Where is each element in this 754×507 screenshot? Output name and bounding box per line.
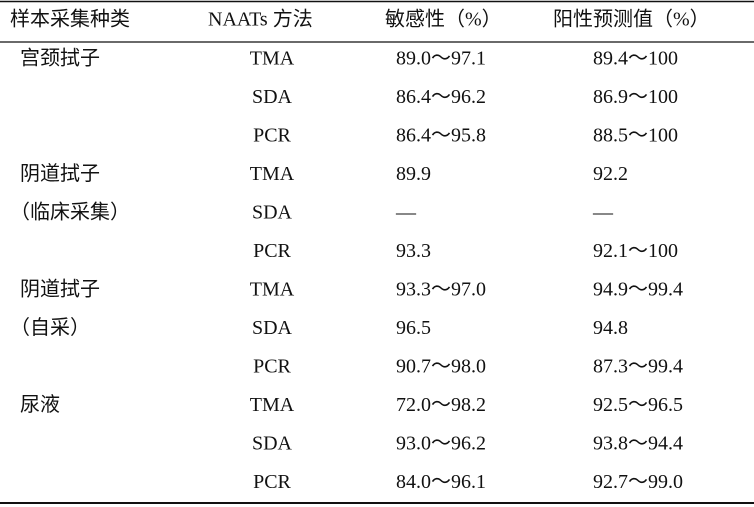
ppv-cell: 92.1～100 [593,240,678,262]
specimen-label: 阴道拭子 [20,278,100,301]
specimen-label: （自采） [10,316,90,339]
ppv-cell: 94.9～99.4 [593,279,683,301]
ppv-cell: 92.7～99.0 [593,471,683,493]
method-cell: TMA [250,163,295,185]
method-cell: TMA [250,394,295,416]
sensitivity-cell: 90.7～98.0 [396,356,486,378]
method-cell: SDA [252,202,293,224]
specimen-label: 宫颈拭子 [20,47,100,70]
header-cell: 样本采集种类 [10,8,130,31]
method-cell: SDA [252,433,293,455]
sensitivity-cell: 72.0～98.2 [396,394,486,416]
sensitivity-cell: 96.5 [396,317,431,339]
sensitivity-cell: 84.0～96.1 [396,471,486,493]
sensitivity-cell: 93.0～96.2 [396,433,486,455]
sensitivity-cell: 86.4～95.8 [396,125,486,147]
ppv-cell: — [592,202,614,224]
method-cell: SDA [252,86,293,108]
sensitivity-cell: 93.3 [396,240,431,262]
header-cell: NAATs 方法 [208,8,313,31]
specimen-label: 阴道拭子 [20,162,100,185]
sensitivity-cell: — [395,202,417,224]
sensitivity-cell: 89.9 [396,163,431,185]
sensitivity-cell: 89.0～97.1 [396,48,486,70]
specimen-label: 尿液 [20,393,60,416]
method-cell: SDA [252,317,293,339]
specimen-label: （临床采集） [10,201,130,224]
header-cell: 敏感性（%） [385,8,502,31]
method-cell: TMA [250,279,295,301]
ppv-cell: 87.3～99.4 [593,356,683,378]
ppv-cell: 92.5～96.5 [593,394,683,416]
method-cell: PCR [253,125,291,147]
method-cell: TMA [250,48,295,70]
sensitivity-cell: 93.3～97.0 [396,279,486,301]
ppv-cell: 89.4～100 [593,48,678,70]
method-cell: PCR [253,356,291,378]
ppv-cell: 93.8～94.4 [593,433,683,455]
ppv-cell: 86.9～100 [593,86,678,108]
method-cell: PCR [253,471,291,493]
ppv-cell: 94.8 [593,317,628,339]
header-cell: 阳性预测值（%） [553,8,710,31]
sensitivity-cell: 86.4～96.2 [396,86,486,108]
method-cell: PCR [253,240,291,262]
ppv-cell: 88.5～100 [593,125,678,147]
ppv-cell: 92.2 [593,163,628,185]
